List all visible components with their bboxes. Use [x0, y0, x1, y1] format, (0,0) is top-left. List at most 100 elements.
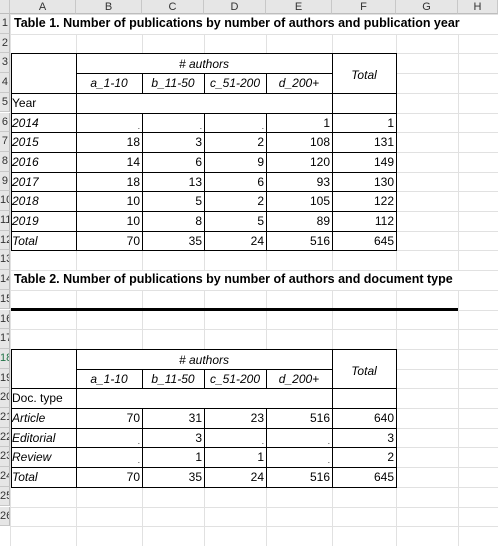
row-header-24[interactable]: 24	[0, 467, 10, 487]
table-title: Table 2. Number of publications by numbe…	[14, 272, 453, 287]
column-header-h[interactable]: H	[458, 0, 498, 14]
gridline-horizontal	[10, 329, 498, 331]
border-line	[204, 112, 205, 251]
total-cell: 131	[373, 135, 394, 150]
column-label-b-11-50: b_11-50	[151, 371, 195, 386]
row-header-5[interactable]: 5	[0, 92, 10, 113]
value-cell: 120	[309, 154, 330, 169]
title-row-2-bg	[11, 271, 498, 290]
column-label-b-11-50: b_11-50	[151, 76, 195, 91]
value-cell: 35	[188, 233, 202, 248]
value-cell: 3	[195, 135, 202, 150]
row-header-13[interactable]: 13	[0, 250, 10, 271]
row-header-12[interactable]: 12	[0, 230, 10, 251]
row-header-17[interactable]: 17	[0, 329, 10, 349]
column-header-g[interactable]: G	[396, 0, 458, 14]
value-cell: 105	[309, 194, 330, 209]
row-header-22[interactable]: 22	[0, 427, 10, 448]
value-cell: 516	[309, 411, 330, 425]
column-header-c[interactable]: C	[142, 0, 204, 14]
border-line	[11, 447, 396, 449]
row-label: 2017	[12, 174, 39, 189]
row-header-25[interactable]: 25	[0, 486, 10, 507]
row-header-15[interactable]: 15	[0, 289, 10, 310]
value-cell: 5	[195, 194, 202, 209]
border-line	[266, 368, 267, 389]
value-cell: 70	[126, 233, 140, 248]
row-header-20[interactable]: 20	[0, 388, 10, 408]
value-cell: .	[327, 456, 330, 466]
border-line	[11, 171, 396, 173]
row-header-14[interactable]: 14	[0, 270, 10, 290]
value-cell: 3	[195, 430, 202, 445]
column-label-d-200-: d_200+	[278, 371, 320, 386]
value-cell: 93	[316, 174, 330, 189]
select-all-corner[interactable]	[0, 0, 10, 14]
value-cell: .	[261, 436, 264, 446]
column-label-a-1-10: a_1-10	[90, 76, 128, 91]
total-cell: 645	[373, 233, 394, 248]
total-header: Total	[351, 363, 377, 378]
border-line	[76, 92, 396, 94]
border-line	[204, 368, 205, 389]
value-cell: 1	[195, 450, 202, 465]
border-line	[76, 388, 396, 390]
border-line	[11, 230, 396, 232]
border-line	[11, 467, 396, 469]
row-label: Total	[12, 470, 38, 485]
total-cell: 2	[387, 450, 394, 465]
column-header-f[interactable]: F	[332, 0, 396, 14]
column-header-e[interactable]: E	[266, 0, 332, 14]
value-cell: 516	[309, 233, 330, 248]
value-cell: 24	[250, 233, 264, 248]
total-cell: 640	[373, 411, 394, 425]
total-header: Total	[351, 68, 377, 83]
row-label: 2019	[12, 214, 39, 228]
border-line	[11, 348, 396, 350]
value-cell: 24	[250, 470, 264, 485]
row-header-4[interactable]: 4	[0, 73, 10, 93]
border-line	[11, 348, 12, 488]
group-header: # authors	[178, 57, 230, 72]
thick-separator	[11, 307, 458, 311]
border-line	[11, 408, 396, 409]
gridline-vertical	[10, 14, 11, 546]
row-header-6[interactable]: 6	[0, 112, 10, 133]
row-header-3[interactable]: 3	[0, 53, 10, 74]
row-header-18[interactable]: 18	[0, 348, 10, 369]
value-cell: 2	[257, 135, 264, 150]
border-line	[11, 211, 396, 212]
row-header-21[interactable]: 21	[0, 408, 10, 428]
border-line	[266, 112, 267, 251]
border-line	[11, 53, 396, 55]
value-cell: 6	[195, 154, 202, 169]
row-header-7[interactable]: 7	[0, 132, 10, 152]
column-header-a[interactable]: A	[10, 0, 76, 14]
value-cell: 13	[188, 174, 202, 189]
row-header-10[interactable]: 10	[0, 191, 10, 211]
row-header-26[interactable]: 26	[0, 506, 10, 527]
border-line	[332, 348, 333, 487]
value-cell: 70	[126, 411, 140, 425]
value-cell: 5	[257, 214, 264, 228]
row-header-19[interactable]: 19	[0, 368, 10, 389]
row-header-9[interactable]: 9	[0, 171, 10, 192]
border-line	[11, 191, 396, 193]
row-header-23[interactable]: 23	[0, 447, 10, 468]
row-header-2[interactable]: 2	[0, 33, 10, 54]
row-header-11[interactable]: 11	[0, 211, 10, 231]
total-cell: 3	[387, 430, 394, 445]
value-cell: 1	[257, 450, 264, 465]
row-header-1[interactable]: 1	[0, 14, 10, 34]
column-header-b[interactable]: B	[76, 0, 142, 14]
row-header-8[interactable]: 8	[0, 151, 10, 172]
row-header-16[interactable]: 16	[0, 309, 10, 330]
table2-bg	[11, 349, 396, 487]
value-cell: .	[261, 121, 264, 131]
border-line	[142, 112, 143, 251]
border-line	[11, 388, 76, 390]
column-header-d[interactable]: D	[204, 0, 266, 14]
border-line	[142, 368, 143, 389]
value-cell: 14	[126, 154, 140, 169]
